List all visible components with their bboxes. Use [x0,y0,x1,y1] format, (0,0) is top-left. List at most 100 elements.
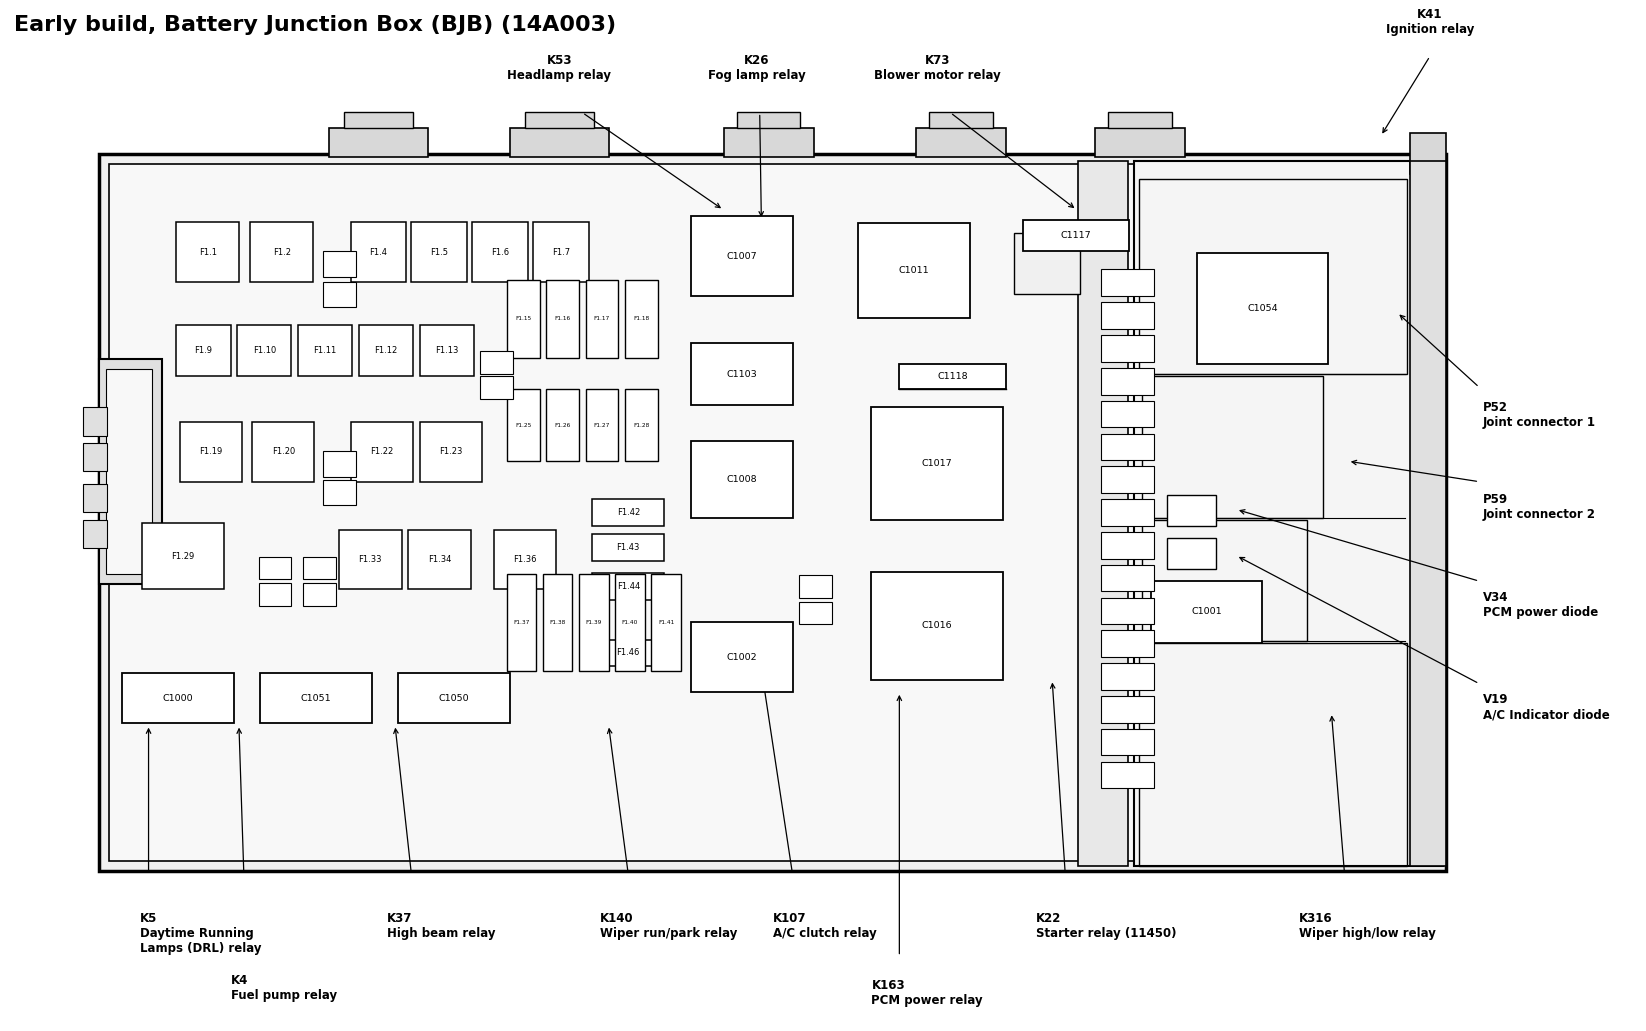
Text: F1.9: F1.9 [194,346,212,355]
Bar [1095,128,1185,157]
Bar [82,520,107,548]
Text: C1054: C1054 [1248,304,1277,312]
Text: F1.26: F1.26 [555,423,571,428]
Text: K22
Starter relay (11450): K22 Starter relay (11450) [1035,912,1177,940]
Bar [798,575,831,598]
Text: K5
Daytime Running
Lamps (DRL) relay: K5 Daytime Running Lamps (DRL) relay [140,912,262,956]
Text: F1.12: F1.12 [374,346,398,355]
Bar [1101,630,1154,657]
Text: F1.38: F1.38 [550,621,566,625]
Bar [1134,161,1444,866]
Bar [593,639,665,666]
Text: K163
PCM power relay: K163 PCM power relay [871,979,983,1007]
Bar [533,223,589,281]
Text: F1.29: F1.29 [171,552,194,561]
Text: P52
Joint connector 1: P52 Joint connector 1 [1483,401,1595,429]
Text: F1.37: F1.37 [514,621,530,625]
Bar [546,390,579,461]
Bar [329,128,428,157]
Bar [579,574,609,671]
Bar [1101,565,1154,592]
Bar [99,154,1447,871]
Bar [1197,253,1328,364]
Bar [1101,368,1154,395]
Bar [930,112,993,128]
Bar [691,440,793,518]
Bar [871,572,1002,679]
Bar [899,364,1006,390]
Bar [82,407,107,435]
Text: K53
Headlamp relay: K53 Headlamp relay [507,54,611,81]
Bar [1101,532,1154,559]
Bar [481,352,514,374]
Bar [344,112,413,128]
Text: K4
Fuel pump relay: K4 Fuel pump relay [230,974,337,1002]
Text: F1.17: F1.17 [594,317,611,322]
Text: C1008: C1008 [726,474,757,484]
Bar [420,423,482,481]
Text: C1011: C1011 [899,266,930,275]
Bar [691,622,793,692]
Bar [250,223,313,281]
Bar [1101,269,1154,296]
Bar [105,369,151,574]
Bar [472,223,528,281]
Bar [1151,581,1262,642]
Bar [99,359,161,585]
Bar [1167,495,1216,526]
Text: F1.4: F1.4 [370,247,387,257]
Bar [412,223,467,281]
Bar [1101,433,1154,460]
Bar [586,390,619,461]
Bar [625,390,658,461]
Bar [1101,466,1154,493]
Text: C1017: C1017 [922,459,953,468]
Bar [798,602,831,624]
Text: F1.27: F1.27 [594,423,611,428]
Text: V34
PCM power diode: V34 PCM power diode [1483,591,1598,619]
Bar [586,279,619,358]
Bar [1108,112,1172,128]
Bar [1101,729,1154,756]
Text: F1.16: F1.16 [555,317,571,322]
Text: K26
Fog lamp relay: K26 Fog lamp relay [708,54,805,81]
Bar [593,534,665,561]
Bar [237,325,291,376]
Bar [691,343,793,405]
Text: C1118: C1118 [938,372,968,381]
Text: F1.43: F1.43 [617,543,640,552]
Text: C1001: C1001 [1192,607,1221,617]
Bar [1167,538,1216,569]
Bar [1014,233,1080,294]
Bar [260,673,372,723]
Bar [546,279,579,358]
Bar [359,325,413,376]
Bar [1101,335,1154,362]
Bar [323,479,356,505]
Bar [303,557,336,579]
Text: K41
Ignition relay: K41 Ignition relay [1386,7,1475,36]
Bar [691,217,793,296]
Bar [625,279,658,358]
Text: F1.42: F1.42 [617,508,640,517]
Bar [481,376,514,399]
Text: F1.40: F1.40 [622,621,639,625]
Bar [82,484,107,512]
Text: F1.20: F1.20 [272,447,295,457]
Text: F1.33: F1.33 [359,555,382,564]
Text: F1.1: F1.1 [199,247,217,257]
Text: F1.2: F1.2 [273,247,291,257]
Bar [420,325,474,376]
Bar [1101,663,1154,690]
Text: C1002: C1002 [726,653,757,662]
Text: F1.10: F1.10 [253,346,277,355]
Bar [339,530,402,590]
Text: F1.6: F1.6 [491,247,509,257]
Bar [398,673,510,723]
Bar [142,523,224,590]
Text: C1117: C1117 [1060,231,1091,240]
Bar [915,128,1006,157]
Bar [737,112,800,128]
Bar [176,223,239,281]
Text: F1.41: F1.41 [658,621,675,625]
